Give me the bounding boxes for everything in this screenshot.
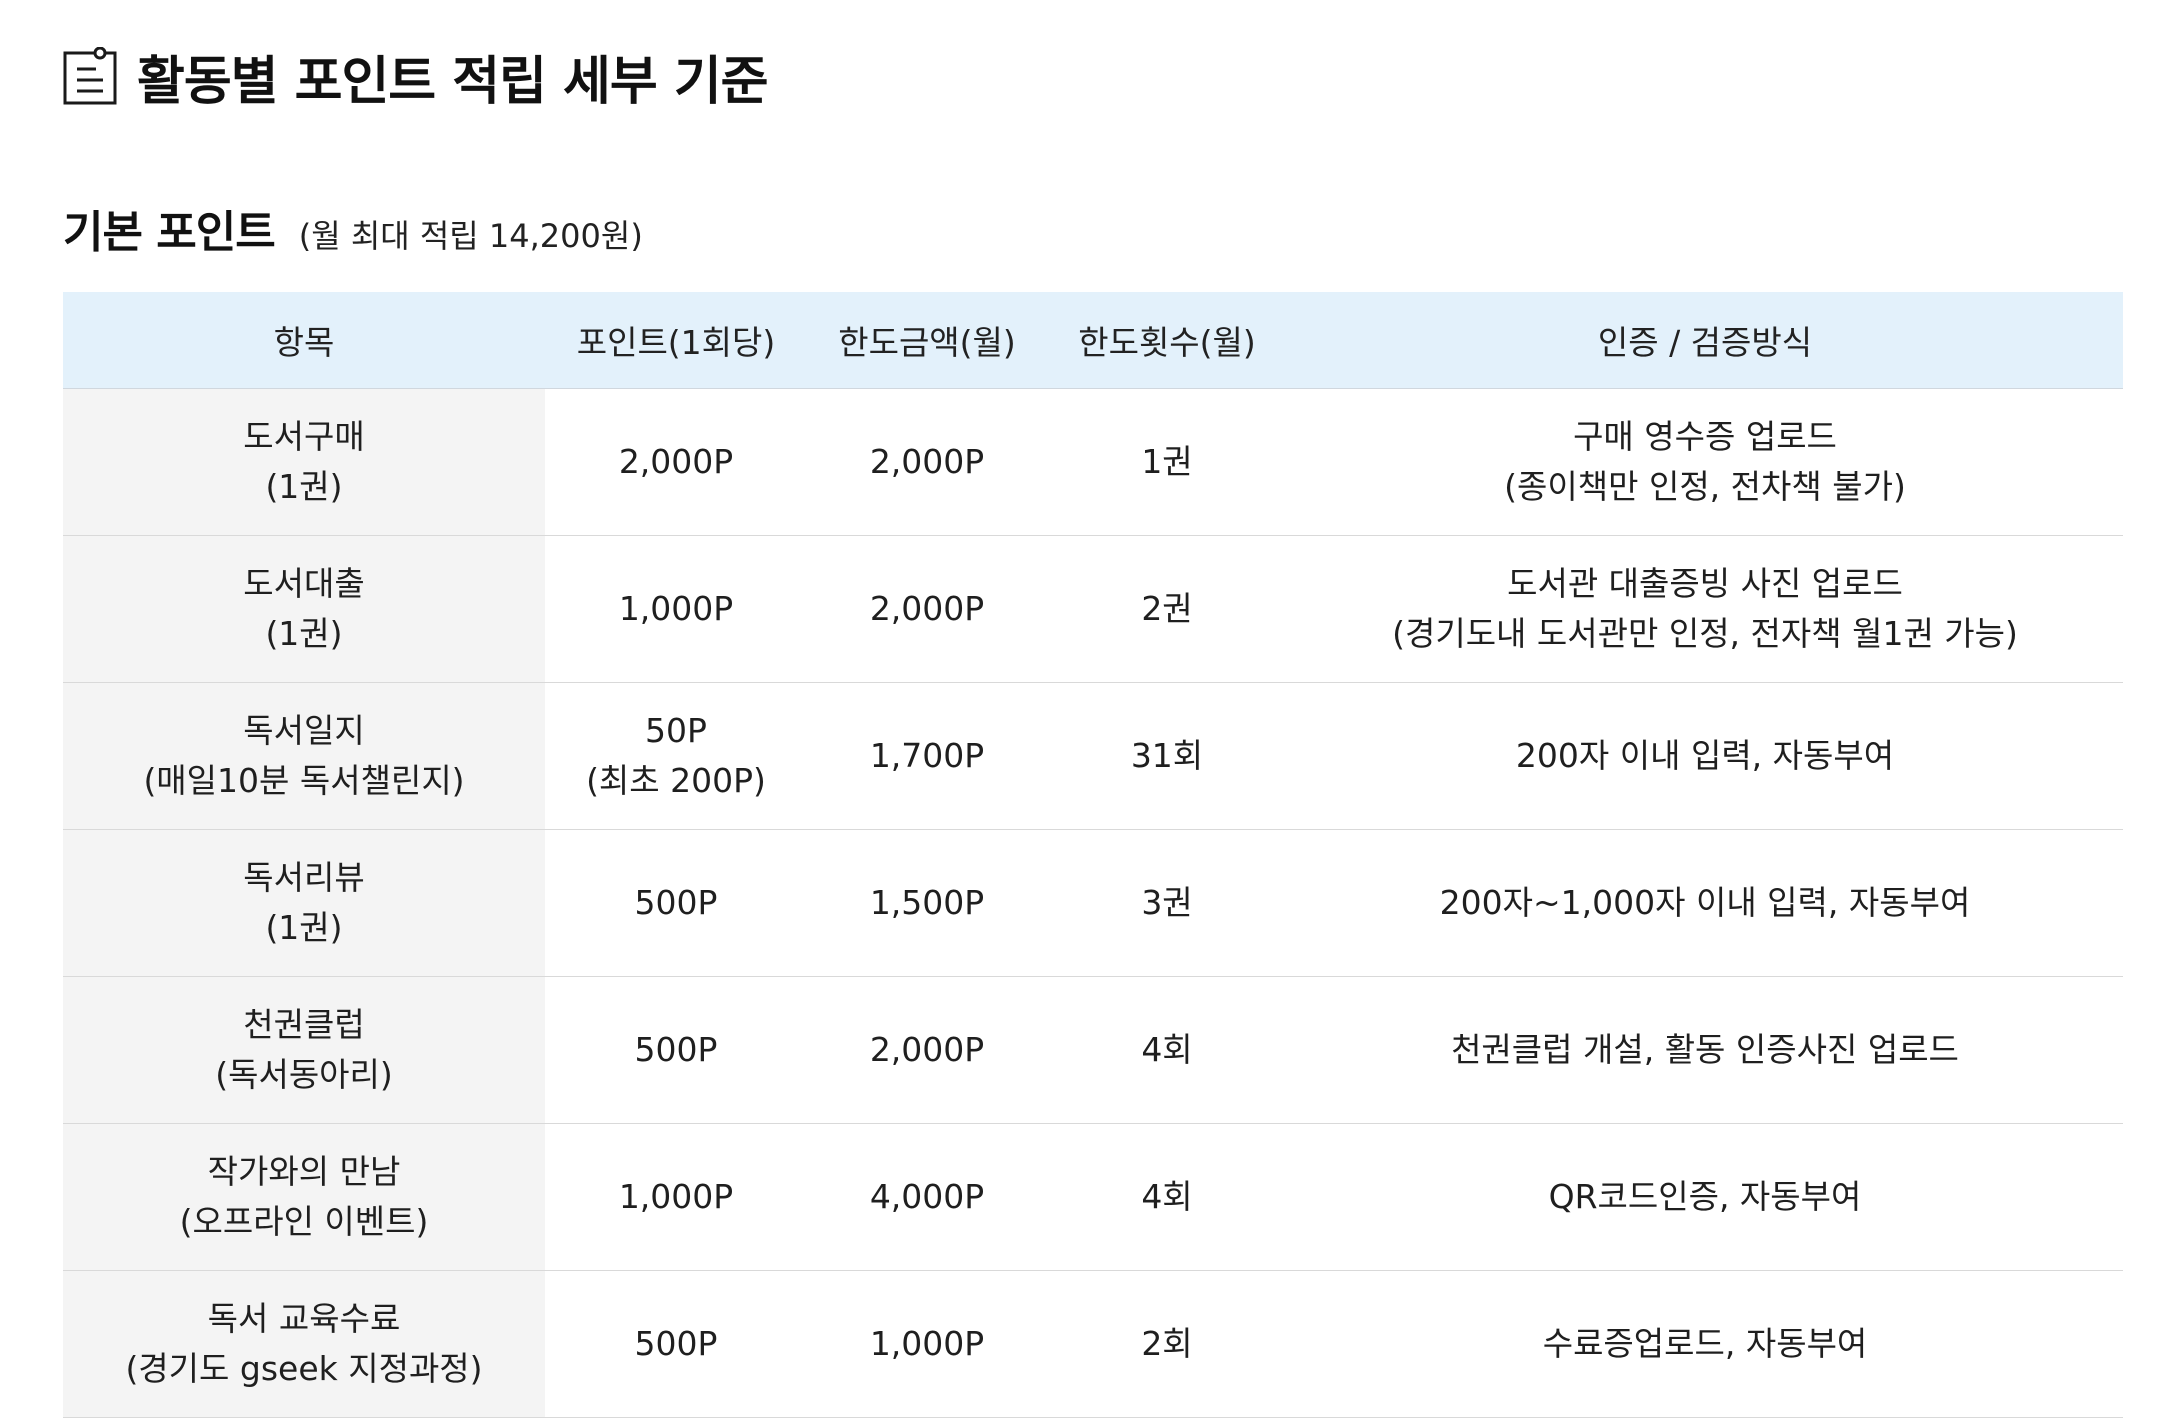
points-note: (최초 200P) [586,761,766,800]
section-note: (월 최대 적립 14,200원) [298,217,643,255]
column-header-limit-amount: 한도금액(월) [807,292,1047,389]
limit-count-cell: 4회 [1047,1123,1287,1271]
table-row: 독서 교육수료 (경기도 gseek 지정과정) 500P 1,000P 2회 … [63,1270,2123,1418]
page-title: 활동별 포인트 적립 세부 기준 [137,51,768,112]
limit-count-cell: 2권 [1047,535,1287,683]
item-detail: (오프라인 이벤트) [179,1202,429,1241]
verification-note: (종이책만 인정, 전차책 불가) [1504,467,1906,506]
verification-cell: QR코드인증, 자동부여 [1287,1123,2123,1271]
limit-count-cell: 2회 [1047,1270,1287,1418]
column-header-verification: 인증 / 검증방식 [1287,292,2123,389]
item-name: 독서일지 [243,711,365,750]
column-header-points: 포인트(1회당) [545,292,807,389]
item-name: 도서대출 [243,564,365,603]
points-cell: 500P [545,976,807,1124]
table-row: 작가와의 만남 (오프라인 이벤트) 1,000P 4,000P 4회 QR코드… [63,1123,2123,1271]
limit-amount-cell: 2,000P [807,535,1047,683]
points-cell: 500P [545,829,807,977]
points-value: 1,000P [618,589,734,628]
points-cell: 500P [545,1270,807,1418]
verification-cell: 천권클럽 개설, 활동 인증사진 업로드 [1287,976,2123,1124]
item-detail: (1권) [265,908,343,947]
column-header-limit-count: 한도횟수(월) [1047,292,1287,389]
table-row: 도서구매 (1권) 2,000P 2,000P 1권 구매 영수증 업로드 (종… [63,388,2123,536]
table-header-row: 항목 포인트(1회당) 한도금액(월) 한도횟수(월) 인증 / 검증방식 [63,292,2123,389]
verification-text: 도서관 대출증빙 사진 업로드 [1507,564,1903,603]
item-name: 도서구매 [243,417,365,456]
limit-count-cell: 1권 [1047,388,1287,536]
item-detail: (1권) [265,614,343,653]
page: 활동별 포인트 적립 세부 기준 기본 포인트 (월 최대 적립 14,200원… [63,40,2123,1418]
item-cell: 작가와의 만남 (오프라인 이벤트) [63,1123,545,1271]
item-cell: 독서리뷰 (1권) [63,829,545,977]
points-value: 50P [645,711,707,750]
section-header: 기본 포인트 (월 최대 적립 14,200원) [63,196,2123,260]
verification-text: 수료증업로드, 자동부여 [1542,1324,1868,1363]
limit-amount-cell: 2,000P [807,976,1047,1124]
table-row: 독서일지 (매일10분 독서챌린지) 50P (최초 200P) 1,700P … [63,682,2123,830]
column-header-item: 항목 [63,292,545,389]
item-cell: 독서일지 (매일10분 독서챌린지) [63,682,545,830]
table-row: 천권클럽 (독서동아리) 500P 2,000P 4회 천권클럽 개설, 활동 … [63,976,2123,1124]
item-name: 천권클럽 [243,1005,365,1044]
verification-cell: 200자 이내 입력, 자동부여 [1287,682,2123,830]
points-cell: 50P (최초 200P) [545,682,807,830]
verification-cell: 수료증업로드, 자동부여 [1287,1270,2123,1418]
item-detail: (경기도 gseek 지정과정) [125,1349,483,1388]
limit-amount-cell: 4,000P [807,1123,1047,1271]
verification-text: QR코드인증, 자동부여 [1548,1177,1862,1216]
table-row: 독서리뷰 (1권) 500P 1,500P 3권 200자~1,000자 이내 … [63,829,2123,977]
verification-cell: 200자~1,000자 이내 입력, 자동부여 [1287,829,2123,977]
item-cell: 도서대출 (1권) [63,535,545,683]
table-row: 도서대출 (1권) 1,000P 2,000P 2권 도서관 대출증빙 사진 업… [63,535,2123,683]
item-name: 독서 교육수료 [207,1299,401,1338]
verification-cell: 도서관 대출증빙 사진 업로드 (경기도내 도서관만 인정, 전자책 월1권 가… [1287,535,2123,683]
limit-amount-cell: 2,000P [807,388,1047,536]
verification-text: 200자 이내 입력, 자동부여 [1515,736,1895,775]
points-cell: 1,000P [545,535,807,683]
limit-amount-cell: 1,500P [807,829,1047,977]
points-value: 1,000P [618,1177,734,1216]
item-cell: 천권클럽 (독서동아리) [63,976,545,1124]
points-value: 500P [634,1324,718,1363]
limit-amount-cell: 1,700P [807,682,1047,830]
item-name: 독서리뷰 [243,858,365,897]
section-title: 기본 포인트 [63,207,276,258]
page-header: 활동별 포인트 적립 세부 기준 [63,40,2123,112]
verification-text: 구매 영수증 업로드 [1573,417,1837,456]
item-cell: 도서구매 (1권) [63,388,545,536]
points-cell: 1,000P [545,1123,807,1271]
clipboard-list-icon [63,47,119,105]
verification-text: 200자~1,000자 이내 입력, 자동부여 [1439,883,1971,922]
points-value: 500P [634,883,718,922]
points-value: 500P [634,1030,718,1069]
item-detail: (매일10분 독서챌린지) [143,761,465,800]
points-cell: 2,000P [545,388,807,536]
points-table: 항목 포인트(1회당) 한도금액(월) 한도횟수(월) 인증 / 검증방식 도서… [63,292,2123,1418]
verification-text: 천권클럽 개설, 활동 인증사진 업로드 [1451,1030,1959,1069]
item-detail: (1권) [265,467,343,506]
item-cell: 독서 교육수료 (경기도 gseek 지정과정) [63,1270,545,1418]
item-name: 작가와의 만남 [207,1152,401,1191]
limit-count-cell: 3권 [1047,829,1287,977]
limit-amount-cell: 1,000P [807,1270,1047,1418]
item-detail: (독서동아리) [215,1055,393,1094]
limit-count-cell: 4회 [1047,976,1287,1124]
verification-cell: 구매 영수증 업로드 (종이책만 인정, 전차책 불가) [1287,388,2123,536]
verification-note: (경기도내 도서관만 인정, 전자책 월1권 가능) [1392,614,2018,653]
points-value: 2,000P [618,442,734,481]
limit-count-cell: 31회 [1047,682,1287,830]
